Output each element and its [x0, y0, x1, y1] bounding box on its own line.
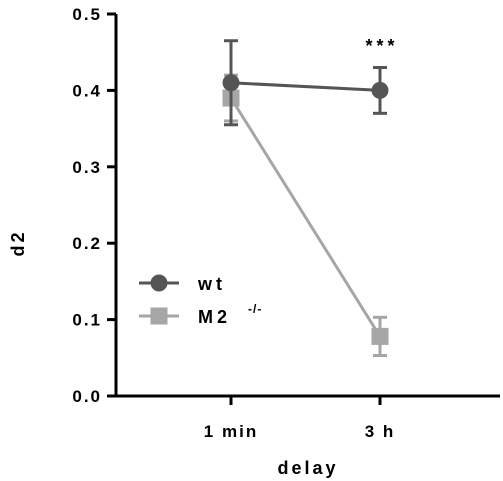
legend-marker — [150, 274, 168, 292]
y-axis-title: d2 — [8, 229, 28, 256]
y-tick-label: 0.4 — [72, 81, 102, 100]
x-tick-label: 3 h — [365, 422, 396, 441]
x-axis: 1 min 3 h — [114, 394, 500, 441]
significance-annotation: *** — [365, 36, 398, 56]
legend: wt M2 -/- — [139, 274, 262, 327]
y-tick-label: 0.2 — [72, 234, 102, 253]
legend-label: M2 — [198, 307, 231, 327]
series-line — [230, 81, 381, 92]
y-tick-label: 0.1 — [72, 311, 102, 330]
legend-entry: wt — [139, 274, 226, 294]
legend-marker — [150, 307, 168, 325]
y-axis: 0.0 0.1 0.2 0.3 0.4 0.5 — [72, 5, 118, 406]
annotation-layer: *** — [365, 36, 398, 56]
data-point — [371, 81, 389, 99]
data-point — [371, 327, 389, 345]
legend-label-superscript: -/- — [248, 302, 262, 316]
x-axis-title: delay — [277, 458, 338, 478]
series-layer — [222, 39, 389, 358]
series-wt — [222, 39, 389, 127]
y-tick-label: 0.0 — [72, 387, 102, 406]
x-tick-label: 1 min — [204, 422, 258, 441]
y-tick-label: 0.3 — [72, 158, 102, 177]
data-point — [222, 74, 240, 92]
legend-label: wt — [197, 274, 226, 294]
series-line — [229, 97, 382, 338]
y-tick-label: 0.5 — [72, 5, 102, 24]
legend-entry: M2 -/- — [139, 302, 262, 327]
